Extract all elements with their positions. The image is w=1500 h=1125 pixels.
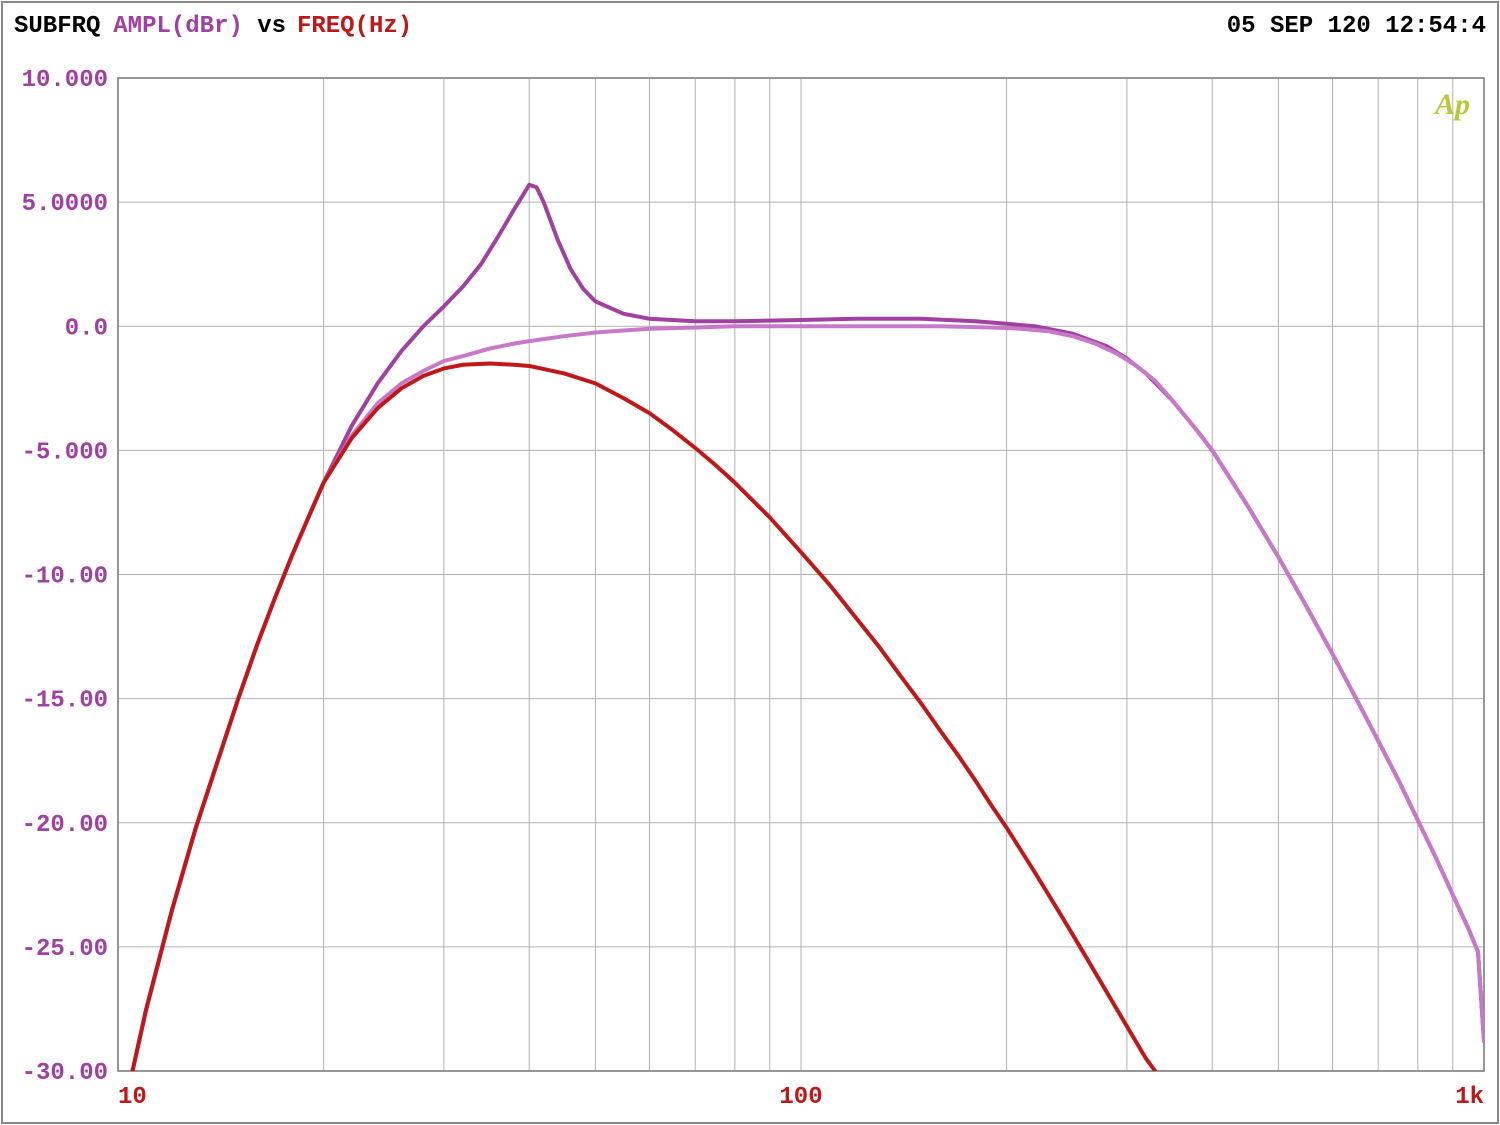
header-subfreq: SUBFRQ bbox=[14, 13, 100, 40]
y-tick-label: -10.00 bbox=[22, 564, 108, 591]
y-tick-label: -15.00 bbox=[22, 688, 108, 715]
y-tick-label: -5.000 bbox=[22, 439, 108, 466]
y-tick-label: -25.00 bbox=[22, 936, 108, 963]
frequency-response-chart: SUBFRQ AMPL(dBr) vs FREQ(Hz) 05 SEP 120 12:5… bbox=[0, 0, 1500, 1125]
header-vs: vs bbox=[257, 13, 286, 40]
y-tick-label: 0.0 bbox=[65, 315, 108, 342]
x-tick-label: 100 bbox=[779, 1084, 822, 1111]
x-tick-label: 10 bbox=[118, 1084, 147, 1111]
chart-container: SUBFRQ AMPL(dBr) vs FREQ(Hz) 05 SEP 120 12:5… bbox=[0, 0, 1500, 1125]
y-tick-label: 5.0000 bbox=[22, 191, 108, 218]
header-ampl: AMPL(dBr) bbox=[113, 13, 243, 40]
watermark-ap: Ap bbox=[1433, 88, 1470, 121]
y-tick-label: -20.00 bbox=[22, 812, 108, 839]
header-freq: FREQ(Hz) bbox=[297, 13, 412, 40]
y-tick-label: -30.00 bbox=[22, 1060, 108, 1087]
header-timestamp: 05 SEP 120 12:54:4 bbox=[1227, 13, 1486, 40]
y-tick-label: 10.000 bbox=[22, 67, 108, 94]
x-tick-label: 1k bbox=[1455, 1084, 1484, 1111]
